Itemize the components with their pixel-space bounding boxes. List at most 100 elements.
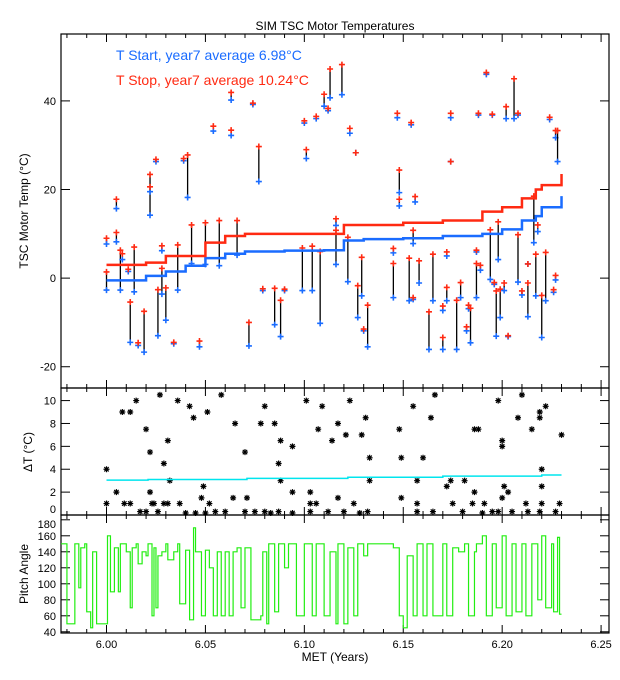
stop-temp-marker bbox=[443, 248, 450, 255]
start-temp-marker bbox=[147, 212, 154, 219]
delta-t-point bbox=[396, 426, 403, 433]
delta-t-point bbox=[200, 483, 207, 490]
delta-t-point bbox=[495, 508, 502, 515]
delta-t-point bbox=[398, 494, 405, 501]
stop-temp-marker bbox=[396, 196, 403, 203]
stop-temp-marker bbox=[475, 110, 482, 117]
start-temp-marker bbox=[277, 333, 284, 340]
start-temp-marker bbox=[542, 297, 549, 304]
stop-temp-marker bbox=[131, 244, 138, 251]
delta-t-point bbox=[218, 391, 225, 398]
delta-t-point bbox=[447, 477, 454, 484]
start-temp-marker bbox=[412, 198, 419, 205]
start-temp-marker bbox=[113, 238, 120, 245]
delta-t-point bbox=[479, 510, 486, 516]
delta-t-point bbox=[277, 477, 284, 484]
stop-temp-marker bbox=[332, 215, 339, 222]
delta-t-point bbox=[414, 508, 421, 515]
start-temp-marker bbox=[396, 202, 403, 209]
start-temp-marker bbox=[532, 292, 539, 299]
stop-temp-marker bbox=[505, 332, 512, 339]
delta-t-point bbox=[222, 508, 229, 515]
x-tick-label: 6.20 bbox=[491, 639, 512, 651]
start-temp-marker bbox=[309, 287, 316, 294]
start-temp-marker bbox=[511, 115, 518, 122]
start-temp-marker bbox=[271, 321, 278, 328]
stop-temp-marker bbox=[313, 113, 320, 120]
stop-temp-marker bbox=[147, 171, 154, 178]
delta-t-point bbox=[164, 500, 171, 507]
delta-t-point bbox=[275, 508, 282, 515]
delta-t-point bbox=[475, 426, 482, 433]
plot-frame-delta_t bbox=[60, 387, 610, 516]
delta-t-point bbox=[366, 477, 373, 484]
delta-t-point bbox=[420, 454, 427, 461]
y-tick-label: 20 bbox=[44, 185, 56, 197]
start-temp-marker bbox=[228, 97, 235, 104]
stop-temp-marker bbox=[141, 308, 148, 315]
delta-t-point bbox=[342, 431, 349, 438]
delta-t-point bbox=[166, 477, 173, 484]
start-temp-marker bbox=[162, 317, 169, 324]
delta-t-point bbox=[538, 483, 545, 490]
stop-temp-marker bbox=[396, 167, 403, 174]
delta-t-point bbox=[121, 500, 128, 507]
y-tick-label: 140 bbox=[38, 547, 56, 559]
stop-temp-marker bbox=[473, 260, 480, 267]
stop-temp-marker bbox=[245, 319, 252, 326]
start-temp-marker bbox=[503, 115, 510, 122]
stop-temp-marker bbox=[180, 155, 187, 162]
start-temp-marker bbox=[493, 333, 500, 340]
stop-temp-marker bbox=[465, 302, 472, 309]
stop-temp-marker bbox=[301, 117, 308, 124]
start-temp-marker bbox=[321, 103, 328, 110]
delta-t-point bbox=[103, 466, 110, 473]
delta-t-point bbox=[103, 500, 110, 507]
stop-average-line bbox=[106, 174, 563, 267]
stop-temp-marker bbox=[234, 217, 241, 224]
start-temp-marker bbox=[554, 158, 561, 165]
stop-temp-marker bbox=[390, 260, 397, 267]
plot-frame-pitch_angle bbox=[60, 514, 610, 634]
stop-temp-marker bbox=[158, 265, 165, 272]
start-temp-marker bbox=[184, 194, 191, 201]
stop-temp-marker bbox=[439, 334, 446, 341]
delta-t-point bbox=[198, 494, 205, 501]
delta-t-point bbox=[267, 510, 274, 516]
start-temp-marker bbox=[154, 332, 161, 339]
start-temp-marker bbox=[358, 292, 365, 299]
delta-t-point bbox=[143, 508, 150, 515]
chart-title: SIM TSC Motor Temperatures bbox=[256, 19, 415, 33]
start-temp-marker bbox=[406, 297, 413, 304]
stop-temp-marker bbox=[162, 284, 169, 291]
delta-t-point bbox=[206, 500, 213, 507]
delta-t-point bbox=[505, 489, 512, 496]
stop-temp-marker bbox=[360, 326, 367, 333]
stop-temp-marker bbox=[277, 297, 284, 304]
delta-t-point bbox=[518, 391, 525, 398]
delta-t-point bbox=[143, 426, 150, 433]
start-temp-marker bbox=[425, 346, 432, 353]
delta-t-point bbox=[469, 500, 476, 507]
start-temp-marker bbox=[127, 339, 134, 346]
stop-temp-marker bbox=[103, 235, 110, 242]
delta-t-point bbox=[364, 508, 371, 515]
delta-t-point bbox=[410, 403, 417, 410]
y-tick-label: 180 bbox=[38, 519, 56, 531]
y-axis-title-temperature: TSC Motor Temp (°C) bbox=[17, 153, 31, 268]
y-tick-label: 2 bbox=[50, 487, 56, 499]
delta-t-point bbox=[241, 508, 248, 515]
y-tick-label: 0 bbox=[50, 273, 56, 285]
start-temp-marker bbox=[113, 205, 120, 212]
delta-t-point bbox=[358, 431, 365, 438]
start-temp-marker bbox=[117, 287, 124, 294]
stop-temp-marker bbox=[518, 287, 525, 294]
delta-t-point bbox=[289, 443, 296, 450]
y-tick-label: 100 bbox=[38, 579, 56, 591]
delta-t-point bbox=[489, 508, 496, 515]
delta-t-point bbox=[232, 420, 239, 427]
stop-temp-marker bbox=[364, 302, 371, 309]
stop-temp-marker bbox=[503, 103, 510, 110]
delta-t-point bbox=[289, 510, 296, 516]
stop-temp-marker bbox=[303, 146, 310, 153]
